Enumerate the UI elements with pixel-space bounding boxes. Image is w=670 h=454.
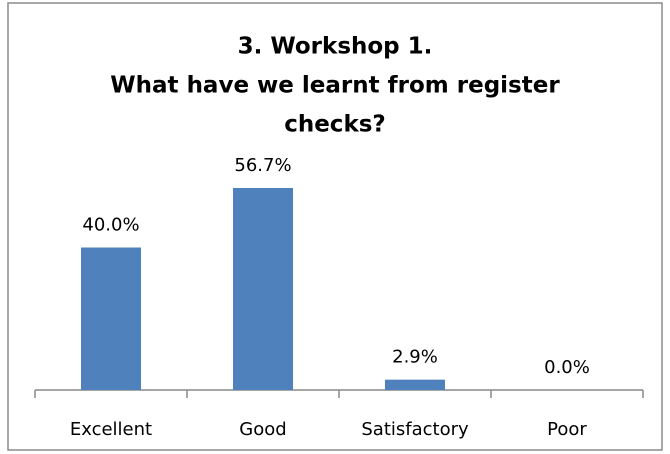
x-tick-label: Excellent bbox=[70, 419, 152, 440]
data-label: 40.0% bbox=[82, 214, 139, 235]
chart-title: checks? bbox=[284, 112, 386, 138]
data-label: 2.9% bbox=[392, 347, 438, 368]
bar bbox=[385, 379, 445, 390]
chart-title: 3. Workshop 1. bbox=[238, 34, 433, 60]
x-tick-label: Satisfactory bbox=[361, 419, 469, 440]
x-tick-label: Good bbox=[239, 419, 286, 440]
data-label: 0.0% bbox=[544, 357, 590, 378]
chart-title: What have we learnt from register bbox=[110, 73, 560, 99]
x-tick-label: Poor bbox=[547, 419, 587, 440]
data-label: 56.7% bbox=[234, 155, 291, 176]
bar bbox=[233, 188, 293, 390]
bar bbox=[81, 247, 141, 390]
